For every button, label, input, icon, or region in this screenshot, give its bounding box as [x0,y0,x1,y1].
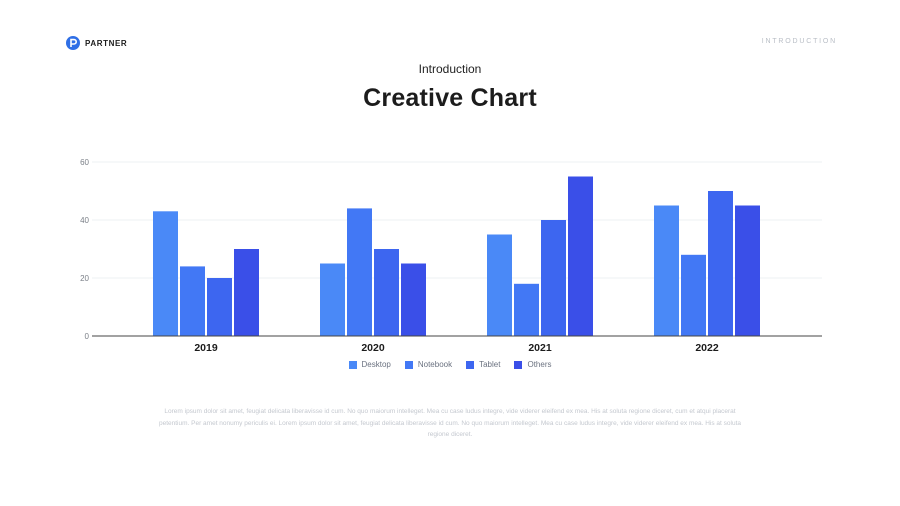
legend-item-notebook: Notebook [404,360,453,369]
bar-notebook-2019 [180,266,205,336]
bar-tablet-2021 [541,220,566,336]
bar-others-2020 [401,263,426,336]
bar-tablet-2019 [207,278,232,336]
bar-desktop-2020 [320,263,345,336]
legend-label: Desktop [361,360,391,369]
bar-others-2019 [234,249,259,336]
y-tick-label: 20 [80,274,89,283]
legend-item-others: Others [514,360,551,369]
legend-swatch [514,360,523,369]
x-tick-label: 2021 [528,342,552,354]
bar-others-2022 [735,205,760,336]
legend-swatch [466,360,475,369]
bar-notebook-2020 [347,208,372,336]
legend-label: Notebook [417,360,453,369]
chart-legend: Desktop Notebook Tablet Others [0,360,900,369]
brand: PARTNER [66,36,127,50]
bar-tablet-2022 [708,191,733,336]
legend-item-tablet: Tablet [466,360,500,369]
y-tick-label: 40 [80,216,89,225]
bar-tablet-2020 [374,249,399,336]
legend-swatch [348,360,357,369]
bar-desktop-2019 [153,211,178,336]
legend-item-desktop: Desktop [348,360,391,369]
y-tick-label: 60 [80,158,89,167]
legend-label: Others [527,360,552,369]
brand-name: PARTNER [85,38,128,48]
body-text: Lorem ipsum dolor sit amet, feugiat deli… [158,408,742,438]
section-label: INTRODUCTION [761,38,837,45]
partner-logo-icon [66,36,80,50]
x-tick-label: 2022 [695,342,719,354]
x-tick-label: 2020 [361,342,385,354]
legend-swatch [404,360,413,369]
x-tick-label: 2019 [194,342,218,354]
slide-subtitle: Introduction [418,62,482,76]
y-tick-label: 0 [85,332,90,341]
bar-notebook-2022 [681,254,706,336]
slide-title: Creative Chart [363,84,537,112]
bar-notebook-2021 [514,283,539,336]
bar-others-2021 [568,176,593,336]
bar-desktop-2022 [654,205,679,336]
legend-label: Tablet [479,360,501,369]
bar-desktop-2021 [487,234,512,336]
